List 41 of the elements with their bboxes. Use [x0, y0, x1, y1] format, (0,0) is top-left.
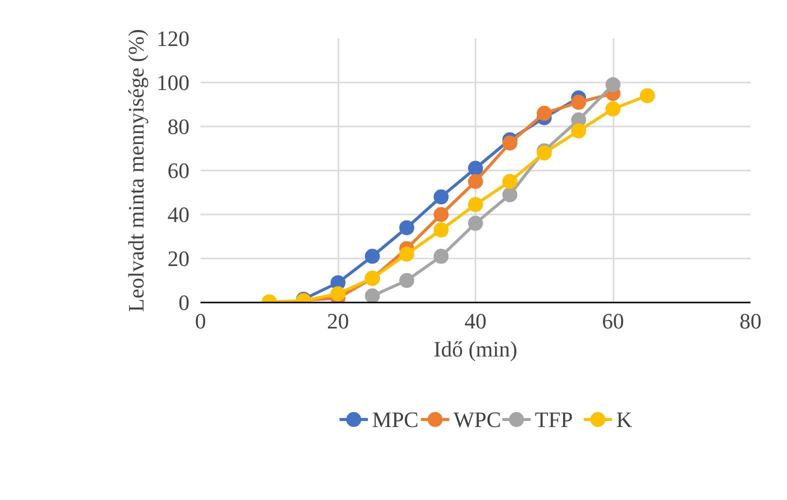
y-tick-label: 0 [178, 290, 190, 315]
y-tick-label: 80 [168, 114, 190, 139]
point [640, 88, 655, 104]
legend-label: K [616, 407, 632, 432]
point [364, 248, 380, 264]
y-tick-label: 60 [168, 158, 190, 183]
x-tick-label: 60 [602, 308, 624, 334]
point [330, 286, 346, 302]
point [606, 101, 620, 116]
x-tick-label: 0 [195, 308, 206, 334]
point [502, 187, 518, 202]
point [434, 222, 449, 238]
point [434, 207, 449, 222]
y-tick-label: 100 [156, 70, 190, 95]
point [502, 174, 518, 189]
point [536, 106, 552, 121]
x-tick-label: 80 [740, 308, 762, 334]
x-tick-label: 20 [327, 308, 349, 334]
point [468, 216, 483, 231]
y-tick-label: 40 [168, 202, 190, 227]
point [502, 136, 518, 150]
point [399, 273, 414, 288]
point [571, 123, 586, 138]
x-axis-title: Idő (min) [434, 336, 518, 362]
y-tick-label: 20 [168, 246, 190, 271]
legend-label: MPC [372, 407, 419, 432]
point [364, 288, 380, 302]
y-tick-label: 120 [156, 26, 190, 51]
point [468, 197, 483, 212]
point [571, 94, 586, 110]
point [399, 220, 414, 236]
point [434, 189, 449, 204]
point [468, 174, 483, 189]
point [468, 160, 483, 176]
point [399, 246, 414, 262]
legend-label: TFP [534, 407, 573, 432]
legend-label: WPC [454, 407, 502, 432]
x-tick-label: 40 [464, 308, 486, 334]
point [606, 77, 620, 92]
y-axis-title: Leolvadt minta mennyisége (%) [124, 29, 148, 312]
point [434, 248, 449, 264]
